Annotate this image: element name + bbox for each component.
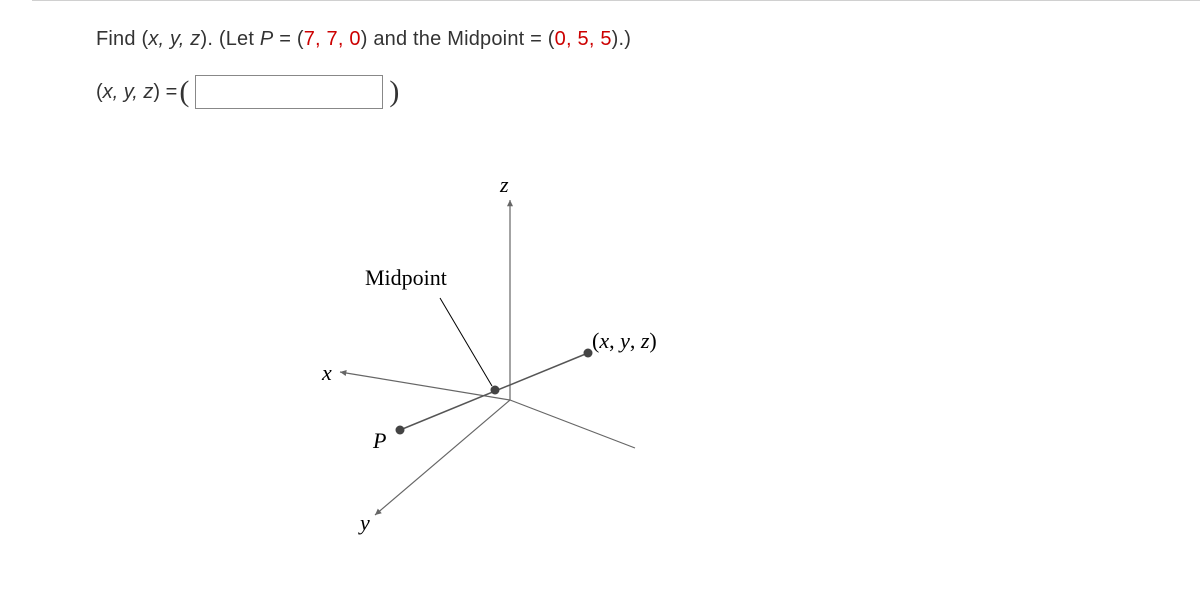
midpoint-label: Midpoint <box>365 265 447 291</box>
answer-input[interactable] <box>195 75 383 109</box>
q-prefix: Find ( <box>96 28 148 50</box>
question-content: Find (x, y, z). (Let P = (7, 7, 0) and t… <box>96 28 1160 109</box>
x-axis-label: x <box>322 360 332 386</box>
z-axis-label: z <box>500 172 509 198</box>
q-mid2: ) and the Midpoint = ( <box>361 28 555 50</box>
y-axis-label: y <box>360 510 370 536</box>
ans-vars: x, y, z <box>103 81 154 104</box>
q-mid1: ). (Let <box>200 28 259 50</box>
q-suffix: ).) <box>612 28 631 50</box>
divider-line <box>32 0 1200 1</box>
ans-open: ( <box>96 81 103 104</box>
diagram-3d-axes: z x y Midpoint (x, y, z) P <box>300 170 720 570</box>
q-m-vals: 0, 5, 5 <box>555 28 612 50</box>
paren-close: ) <box>387 77 401 107</box>
point-xyz-label: (x, y, z) <box>592 328 657 354</box>
q-eq1: = ( <box>273 28 303 50</box>
question-text: Find (x, y, z). (Let P = (7, 7, 0) and t… <box>96 28 1160 51</box>
paren-open: ( <box>177 77 191 107</box>
q-p-vals: 7, 7, 0 <box>304 28 361 50</box>
point-P-label: P <box>373 428 386 454</box>
q-vars: x, y, z <box>148 28 200 50</box>
ans-close-eq: ) = <box>153 81 177 104</box>
q-P: P <box>260 28 274 50</box>
answer-row: (x, y, z) = ( ) <box>96 75 1160 109</box>
